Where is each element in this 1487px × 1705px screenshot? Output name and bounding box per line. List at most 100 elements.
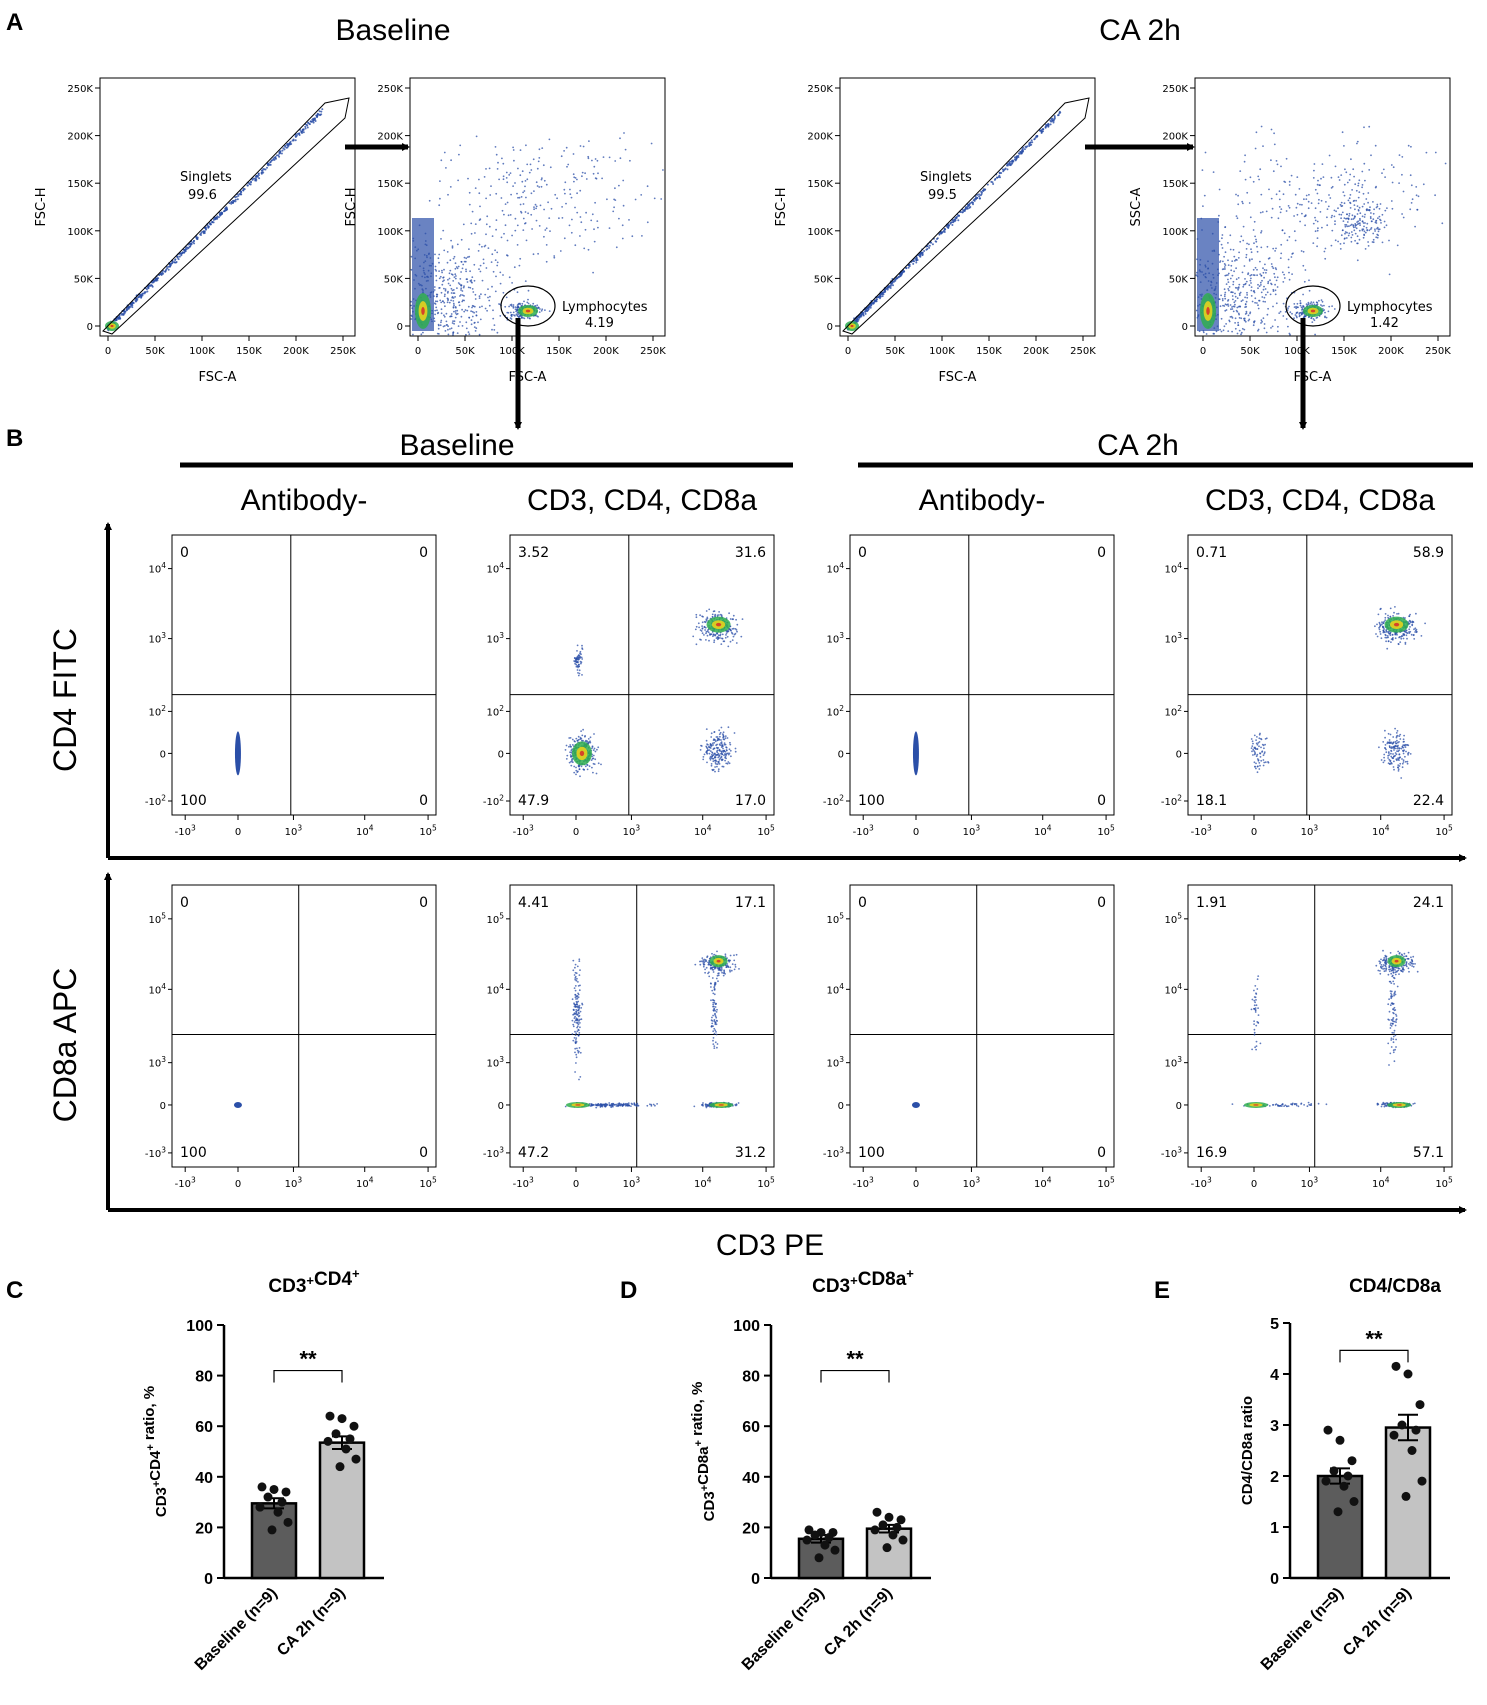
cell-point	[724, 756, 726, 759]
y-axis-label: FSC-H	[34, 187, 49, 226]
cell-point	[724, 759, 726, 762]
scatter-point	[1237, 321, 1239, 324]
scatter-point	[1295, 307, 1298, 310]
cell-point	[727, 630, 730, 633]
singlet-point	[921, 253, 924, 256]
singlet-point	[864, 310, 867, 313]
scatter-point	[1252, 268, 1255, 271]
scatter-point	[1314, 230, 1317, 233]
cell-point	[582, 728, 584, 731]
cell-point	[736, 623, 739, 626]
cell-point	[574, 1041, 577, 1044]
scatter-point	[1330, 244, 1333, 247]
scatter-point	[458, 304, 461, 307]
cell-point	[577, 993, 580, 996]
y-tick-label: 100K	[1162, 227, 1188, 238]
cell-point	[728, 762, 731, 765]
scatter-point	[1398, 182, 1400, 185]
cell-point	[577, 1008, 580, 1011]
cell-point	[633, 1102, 636, 1104]
cell-point	[1392, 766, 1395, 768]
plot-frame	[509, 884, 775, 1168]
scatter-point	[444, 305, 446, 308]
scatter-point	[1368, 209, 1371, 211]
quadrant-lower-right-value: 0	[1097, 793, 1106, 809]
scatter-point	[1205, 333, 1208, 335]
scatter-point	[1365, 198, 1368, 200]
scatter-point	[1337, 207, 1339, 210]
scatter-point	[1245, 310, 1248, 313]
scatter-point	[1410, 184, 1413, 187]
scatter-point	[1346, 231, 1348, 234]
scatter-point	[541, 177, 543, 180]
scatter-point	[618, 217, 620, 220]
scatter-point	[1344, 168, 1346, 171]
cell-point	[594, 750, 597, 753]
cell-point	[578, 1012, 580, 1015]
cell-point	[577, 996, 580, 999]
cell-point	[1263, 752, 1266, 755]
scatter-point	[1238, 251, 1240, 254]
cell-point	[569, 751, 571, 754]
cell-point	[712, 744, 714, 746]
scatter-point	[473, 311, 475, 314]
scatter-point	[1416, 208, 1419, 211]
scatter-point	[1320, 299, 1323, 301]
scatter-point	[1319, 184, 1321, 187]
scatter-point	[1303, 280, 1306, 283]
scatter-point	[573, 180, 575, 183]
scatter-point	[527, 289, 530, 292]
scatter-point	[1343, 202, 1346, 205]
scatter-point	[1289, 311, 1292, 314]
cell-point	[1257, 742, 1260, 744]
x-tick-label: 105	[419, 1176, 437, 1191]
scatter-point	[566, 165, 568, 168]
scatter-point	[1335, 210, 1337, 213]
singlet-point	[294, 139, 297, 142]
cell-point	[1253, 750, 1256, 752]
cell-point	[1382, 622, 1385, 624]
cell-point	[646, 1104, 649, 1107]
scatter-point	[629, 159, 631, 162]
scatter-point	[596, 159, 599, 162]
cell-point	[1256, 753, 1259, 756]
plot-frame	[849, 534, 1115, 816]
scatter-point	[579, 235, 581, 237]
scatter-point	[450, 299, 452, 302]
cell-point	[712, 635, 714, 638]
scatter-point	[439, 197, 441, 200]
scatter-point	[1241, 271, 1244, 274]
singlet-point	[905, 267, 908, 270]
scatter-point	[592, 271, 594, 274]
singlet-point	[1053, 117, 1056, 120]
scatter-point	[496, 264, 499, 267]
cell-point	[710, 986, 712, 988]
x-tick-label: 104	[1372, 824, 1390, 839]
singlet-point	[897, 276, 900, 279]
cell-point	[731, 628, 734, 630]
cell-point	[1252, 754, 1254, 756]
cell-point	[571, 759, 573, 762]
cell-point	[574, 963, 577, 966]
cell-point	[1402, 759, 1405, 762]
scatter-point	[1320, 177, 1322, 180]
cell-point	[1374, 625, 1376, 628]
scatter-point	[1272, 247, 1275, 250]
scatter-point	[584, 172, 586, 175]
cell-point	[740, 635, 743, 638]
scatter-point	[454, 312, 457, 314]
gate-value: 1.42	[1370, 316, 1399, 331]
scatter-point	[619, 137, 621, 140]
singlet-point	[300, 131, 303, 134]
cell-point	[565, 744, 568, 747]
cell-point	[709, 750, 712, 752]
scatter-point	[1324, 257, 1327, 260]
scatter-point	[1349, 207, 1352, 209]
cell-point	[578, 1014, 581, 1017]
cell-point	[577, 1051, 580, 1054]
cell-point	[1262, 759, 1265, 761]
scatter-point	[1312, 318, 1315, 320]
cell-point	[575, 1005, 577, 1008]
panel-a-singlets-plot-0: 0 50K 100K 150K 200K 250K050K100K150K200K250K…	[34, 77, 356, 385]
scatter-point	[533, 190, 535, 193]
